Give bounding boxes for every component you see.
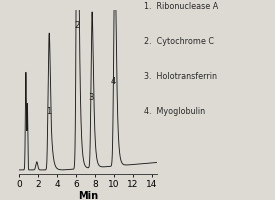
Text: 1: 1 xyxy=(46,107,51,116)
Text: 3.  Holotransferrin: 3. Holotransferrin xyxy=(144,72,217,81)
X-axis label: Min: Min xyxy=(78,191,98,200)
Text: 1.  Ribonuclease A: 1. Ribonuclease A xyxy=(144,2,219,11)
Text: 4.  Myoglobulin: 4. Myoglobulin xyxy=(144,107,205,116)
Text: 3: 3 xyxy=(88,93,94,102)
Text: 4: 4 xyxy=(111,77,116,86)
Text: 2: 2 xyxy=(75,21,80,30)
Text: 2.  Cytochrome C: 2. Cytochrome C xyxy=(144,37,214,46)
